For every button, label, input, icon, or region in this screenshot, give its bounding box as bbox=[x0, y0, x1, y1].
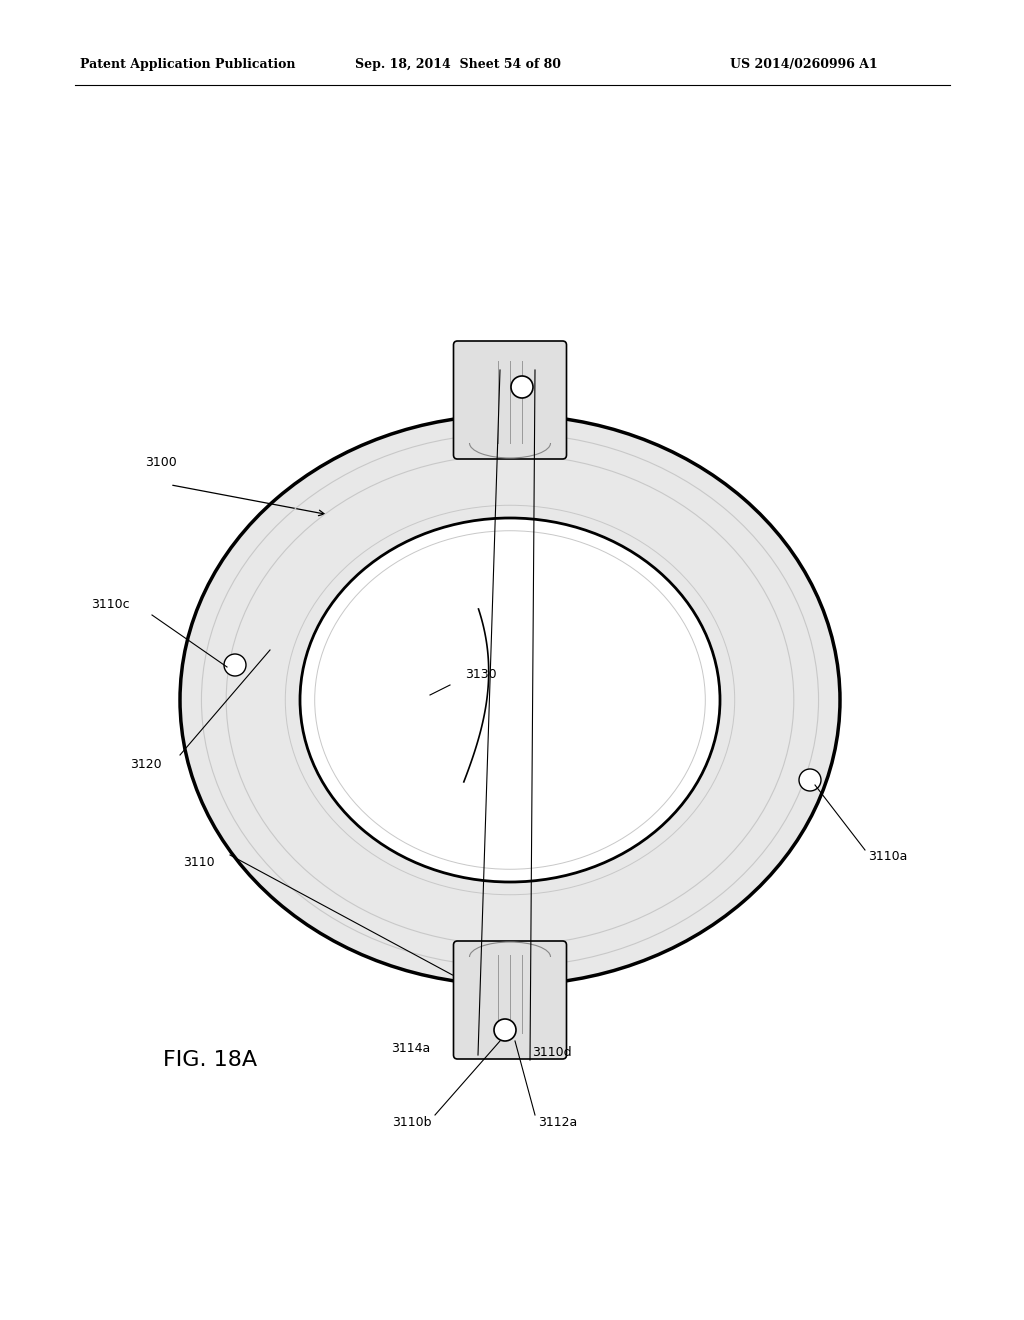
Text: FIG. 18A: FIG. 18A bbox=[163, 1049, 257, 1071]
Text: 3110b: 3110b bbox=[392, 1117, 432, 1130]
Text: 3112a: 3112a bbox=[538, 1117, 578, 1130]
Text: 3110: 3110 bbox=[183, 855, 215, 869]
Text: 3114a: 3114a bbox=[391, 1041, 430, 1055]
Text: 3110a: 3110a bbox=[868, 850, 907, 862]
FancyBboxPatch shape bbox=[454, 941, 566, 1059]
Bar bbox=[460, 409, 560, 457]
Circle shape bbox=[799, 770, 821, 791]
FancyBboxPatch shape bbox=[454, 341, 566, 459]
Ellipse shape bbox=[180, 414, 840, 985]
Ellipse shape bbox=[180, 414, 840, 985]
Text: 3100: 3100 bbox=[145, 457, 177, 469]
Circle shape bbox=[224, 653, 246, 676]
Text: 3110d: 3110d bbox=[532, 1047, 571, 1060]
Text: Sep. 18, 2014  Sheet 54 of 80: Sep. 18, 2014 Sheet 54 of 80 bbox=[355, 58, 561, 71]
Text: US 2014/0260996 A1: US 2014/0260996 A1 bbox=[730, 58, 878, 71]
Bar bbox=[456, 965, 564, 1026]
Text: 3120: 3120 bbox=[130, 759, 162, 771]
Text: 3130: 3130 bbox=[465, 668, 497, 681]
Ellipse shape bbox=[300, 517, 720, 882]
Text: 3110c: 3110c bbox=[91, 598, 130, 611]
Bar bbox=[460, 942, 560, 991]
Text: Patent Application Publication: Patent Application Publication bbox=[80, 58, 296, 71]
Circle shape bbox=[511, 376, 534, 399]
Circle shape bbox=[494, 1019, 516, 1041]
